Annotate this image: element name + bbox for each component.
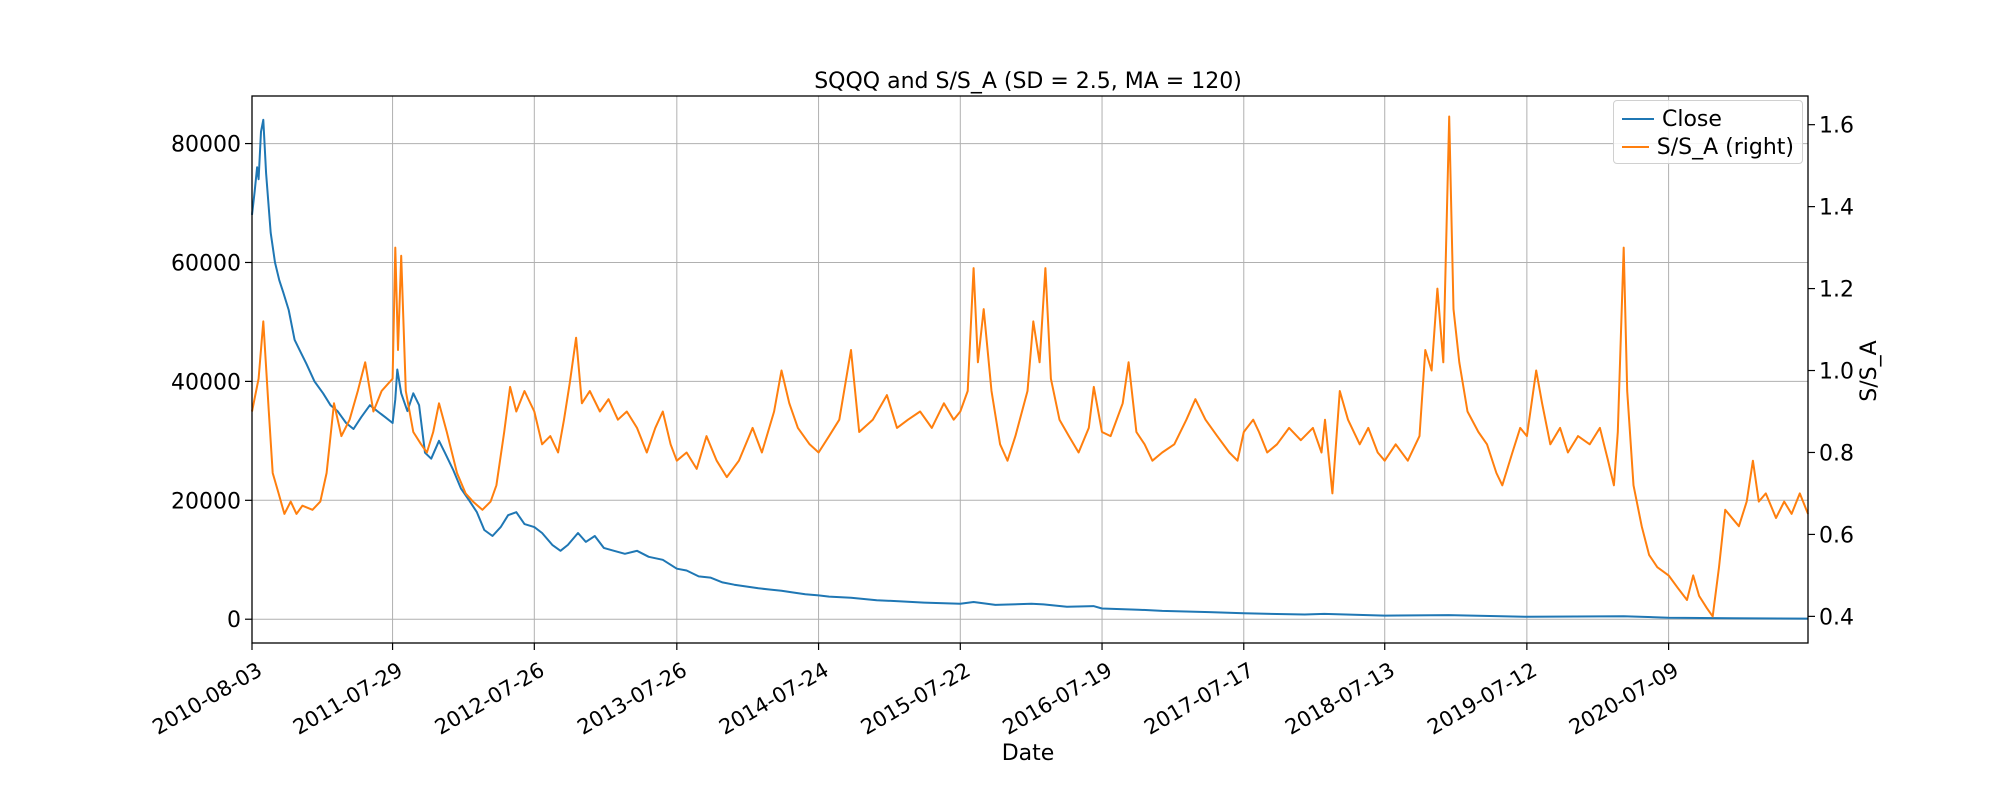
legend-swatch-ssa <box>1622 146 1649 148</box>
x-tick-label-10: 2020-07-09 <box>1565 658 1683 740</box>
y-left-tick-label-4: 80000 <box>171 133 241 158</box>
legend: Close S/S_A (right) <box>1613 100 1803 164</box>
grid-layer <box>251 96 1808 643</box>
y-right-tick-label-1: 0.6 <box>1819 523 1854 548</box>
y-right-tick-label-2: 0.8 <box>1819 441 1854 466</box>
legend-label-close: Close <box>1662 106 1722 132</box>
axes-layer: 2010-08-03 2011-07-29 2012-07-26 2013-07-26… <box>148 95 1854 740</box>
x-tick-label-8: 2018-07-13 <box>1281 658 1399 740</box>
series-line-ssa <box>251 115 1809 618</box>
chart-title: SQQQ and S/S_A (SD = 2.5, MA = 120) <box>814 69 1242 94</box>
y-right-tick-label-6: 1.6 <box>1819 114 1854 139</box>
series-line-close <box>251 118 1809 620</box>
y-right-axis-label: S/S_A <box>1857 340 1882 401</box>
legend-swatch-close <box>1622 118 1654 120</box>
x-tick-label-7: 2017-07-17 <box>1140 658 1258 740</box>
y-left-tick-label-0: 0 <box>227 608 241 633</box>
legend-item-ssa: S/S_A (right) <box>1622 133 1794 161</box>
y-right-tick-label-4: 1.2 <box>1819 278 1854 303</box>
plot-frame <box>251 95 1809 644</box>
series-layer <box>251 115 1809 620</box>
x-tick-label-0: 2010-08-03 <box>148 658 266 740</box>
y-left-tick-label-1: 20000 <box>171 489 241 514</box>
x-tick-label-4: 2014-07-24 <box>715 658 833 740</box>
x-tick-label-2: 2012-07-26 <box>431 658 549 740</box>
x-tick-label-1: 2011-07-29 <box>289 658 407 740</box>
y-left-tick-label-3: 60000 <box>171 251 241 276</box>
legend-label-ssa: S/S_A (right) <box>1656 134 1794 160</box>
y-left-tick-label-2: 40000 <box>171 370 241 395</box>
x-tick-label-3: 2013-07-26 <box>573 658 691 740</box>
legend-item-close: Close <box>1622 105 1794 133</box>
y-right-tick-label-3: 1.0 <box>1819 360 1854 385</box>
y-right-tick-label-5: 1.4 <box>1819 196 1854 221</box>
x-tick-label-5: 2015-07-22 <box>857 658 975 740</box>
x-axis-label: Date <box>1002 741 1055 766</box>
y-right-tick-label-0: 0.4 <box>1819 605 1854 630</box>
x-tick-label-9: 2019-07-12 <box>1423 658 1541 740</box>
x-tick-label-6: 2016-07-19 <box>998 658 1116 740</box>
